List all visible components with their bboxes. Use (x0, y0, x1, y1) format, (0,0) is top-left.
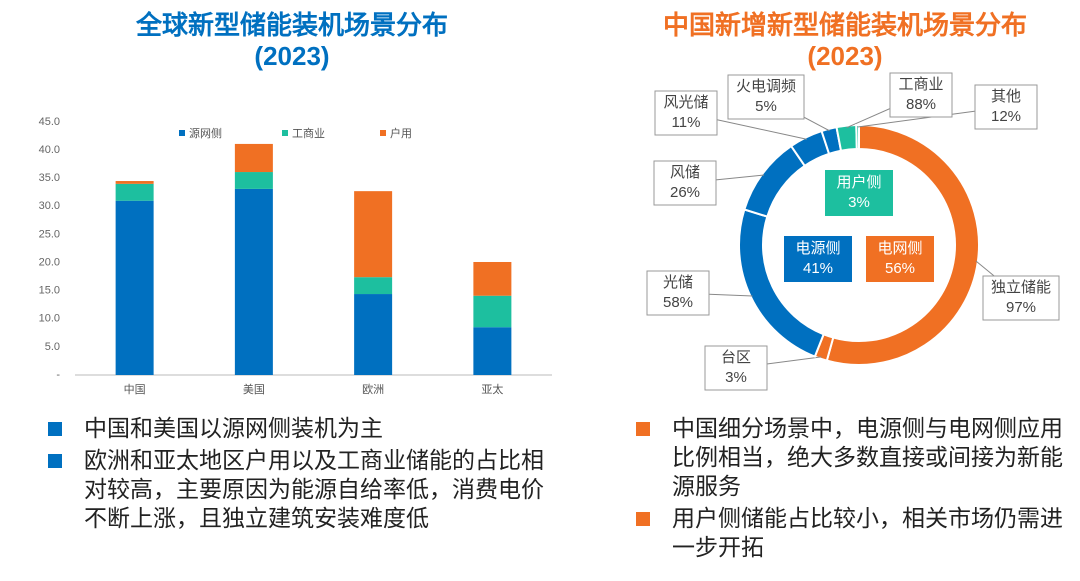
x-tick-label: 美国 (243, 383, 265, 396)
x-tick-label: 亚太 (481, 383, 503, 396)
bar-segment (234, 143, 273, 173)
y-tick-label: 5.0 (45, 341, 60, 353)
x-tick-label: 中国 (124, 383, 146, 396)
segment-label: 台区 (721, 349, 751, 366)
segment-label: 独立储能 (991, 279, 1051, 296)
group-box (866, 236, 934, 282)
segment-label: 风储 (670, 164, 700, 181)
segment-label: 风光储 (663, 94, 708, 111)
bar-segment (354, 294, 393, 375)
bullet-list: 中国和美国以源网侧装机为主欧洲和亚太地区户用以及工商业储能的占比相对较高，主要原… (46, 414, 546, 536)
donut-segment (738, 208, 825, 358)
bullet: 中国和美国以源网侧装机为主 (46, 414, 546, 443)
bar-segment (115, 200, 154, 375)
segment-value: 97% (1006, 299, 1036, 316)
y-tick-label: 25.0 (39, 228, 60, 240)
y-tick-label: 40.0 (39, 144, 60, 156)
segment-box (646, 270, 710, 316)
group-value: 3% (848, 194, 870, 211)
bullet: 中国细分场景中，电源侧与电网侧应用比例相当，绝大多数直接或间接为新能源服务 (634, 414, 1064, 501)
segment-box (654, 90, 718, 136)
y-tick-label: 20.0 (39, 256, 60, 268)
legend-label: 户用 (390, 126, 412, 140)
segment-value: 26% (670, 184, 700, 201)
segment-box (653, 160, 717, 206)
donut-segment (855, 123, 860, 151)
segment-box (727, 74, 805, 120)
donut-segment (835, 124, 858, 152)
segment-box (974, 84, 1038, 130)
legend-swatch (380, 130, 386, 136)
group-box (825, 170, 893, 216)
legend-swatch (282, 130, 288, 136)
bar-segment (234, 172, 273, 189)
bullet: 用户侧储能占比较小，相关市场仍需进一步开拓 (634, 504, 1064, 562)
segment-value: 88% (906, 96, 936, 113)
segment-label: 其他 (991, 88, 1021, 105)
bar-segment (115, 183, 154, 201)
bar-segment (473, 327, 512, 375)
chart-subtitle: (2023) (807, 41, 882, 71)
segment-value: 12% (991, 108, 1021, 125)
bar-segment (473, 261, 512, 296)
legend-label: 工商业 (292, 126, 325, 140)
bar-segment (115, 181, 154, 184)
group-label: 电网侧 (877, 240, 922, 257)
chart-title: 中国新增新型储能装机场景分布 (663, 10, 1027, 40)
y-tick-label: 15.0 (39, 285, 60, 297)
group-value: 41% (803, 260, 833, 277)
bar-segment (234, 188, 273, 375)
x-tick-label: 欧洲 (362, 383, 384, 396)
segment-label: 火电调频 (736, 78, 796, 95)
bar-segment (473, 295, 512, 328)
chart-title: 全球新型储能装机场景分布 (135, 10, 448, 40)
segment-value: 3% (725, 369, 747, 386)
segment-label: 光储 (663, 274, 693, 291)
bar-segment (354, 191, 393, 278)
y-tick-label: 45.0 (39, 116, 60, 128)
legend-swatch (179, 130, 185, 136)
segment-box (704, 345, 768, 391)
bullet: 欧洲和亚太地区户用以及工商业储能的占比相对较高，主要原因为能源自给率低，消费电价… (46, 446, 546, 533)
segment-box (889, 72, 953, 118)
chart-subtitle: (2023) (254, 41, 329, 71)
segment-box (982, 275, 1060, 321)
segment-value: 11% (672, 114, 701, 131)
bullet-list: 中国细分场景中，电源侧与电网侧应用比例相当，绝大多数直接或间接为新能源服务 用户侧… (634, 414, 1064, 565)
legend-label: 源网侧 (189, 126, 222, 140)
segment-label: 工商业 (898, 76, 943, 93)
y-tick-label: 35.0 (39, 172, 60, 184)
group-label: 电源侧 (795, 240, 840, 257)
segment-value: 58% (663, 294, 693, 311)
group-box (784, 236, 852, 282)
y-tick-label: 10.0 (39, 313, 60, 325)
donut-segment (743, 144, 807, 218)
y-tick-label: - (56, 369, 60, 381)
y-tick-label: 30.0 (39, 200, 60, 212)
group-label: 用户侧 (836, 174, 881, 191)
segment-value: 5% (755, 98, 777, 115)
bar-segment (354, 277, 393, 295)
group-value: 56% (885, 260, 915, 277)
